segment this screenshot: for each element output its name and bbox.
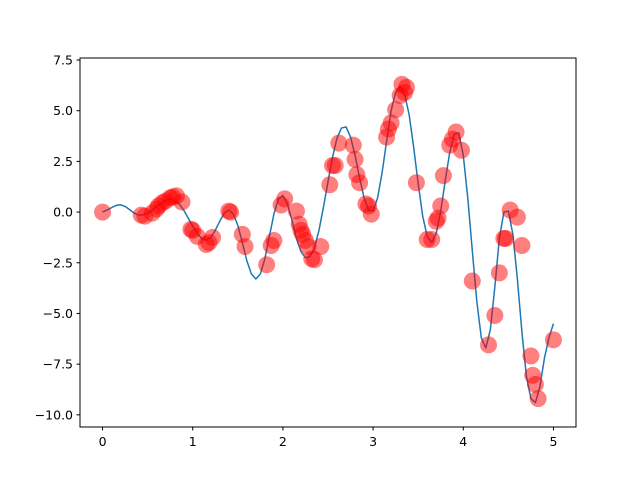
scatter-point [526, 375, 544, 393]
scatter-point [434, 167, 452, 185]
y-tick-label: 2.5 [53, 154, 73, 169]
scatter-point [265, 231, 283, 249]
scatter-point [287, 202, 305, 220]
scatter-point [222, 203, 240, 221]
scatter-point [351, 174, 369, 192]
scatter-point [382, 114, 400, 132]
scatter-point [480, 336, 498, 354]
x-tick-label: 5 [549, 434, 557, 449]
y-tick-label: −10.0 [35, 407, 73, 422]
scatter-point [397, 78, 415, 96]
scatter-point [312, 238, 330, 256]
scatter-point [508, 208, 526, 226]
scatter-point [326, 156, 344, 174]
scatter-point [236, 238, 254, 256]
y-tick-label: 0.0 [53, 205, 73, 220]
scatter-point [344, 136, 362, 154]
scatter-point [529, 390, 547, 408]
scatter-point [276, 190, 294, 208]
scatter-point [362, 205, 380, 223]
scatter-point [497, 229, 515, 247]
scatter-point [463, 272, 481, 290]
scatter-point [407, 174, 425, 192]
scatter-point [522, 347, 540, 365]
scatter-point [387, 101, 405, 119]
scatter-point [204, 228, 222, 246]
x-tick-label: 2 [279, 434, 287, 449]
axes-layer: 0 1 2 3 4 5 −10.0 −7.5 −5.0 −2.5 0.0 2.5 5.0 7.5 [35, 53, 577, 449]
scatter-point [330, 134, 348, 152]
scatter-point [423, 230, 441, 248]
x-tick-label: 4 [459, 434, 467, 449]
scatter-point [258, 256, 276, 274]
y-tick-label: −7.5 [43, 357, 73, 372]
y-axis: −10.0 −7.5 −5.0 −2.5 0.0 2.5 5.0 7.5 [35, 53, 80, 422]
scatter-point [490, 264, 508, 282]
scatter-point [513, 237, 531, 255]
scatter-point [321, 176, 339, 194]
y-tick-label: −5.0 [43, 306, 73, 321]
x-axis: 0 1 2 3 4 5 [99, 427, 557, 449]
scatter-point [94, 203, 112, 221]
scatter-point [452, 141, 470, 159]
y-tick-label: −2.5 [43, 255, 73, 270]
scatter-point [346, 150, 364, 168]
y-tick-label: 5.0 [53, 103, 73, 118]
scatter-point [486, 306, 504, 324]
x-tick-label: 3 [369, 434, 377, 449]
plot-area [94, 75, 562, 408]
scatter-point [432, 197, 450, 215]
axes-frame [79, 57, 577, 428]
scatter-point [544, 331, 562, 349]
x-tick-label: 1 [189, 434, 197, 449]
points-layer [94, 75, 562, 408]
scatter-point [173, 193, 191, 211]
scatter-point [305, 251, 323, 269]
scatter-point [447, 123, 465, 141]
x-tick-label: 0 [99, 434, 107, 449]
y-tick-label: 7.5 [53, 53, 73, 68]
